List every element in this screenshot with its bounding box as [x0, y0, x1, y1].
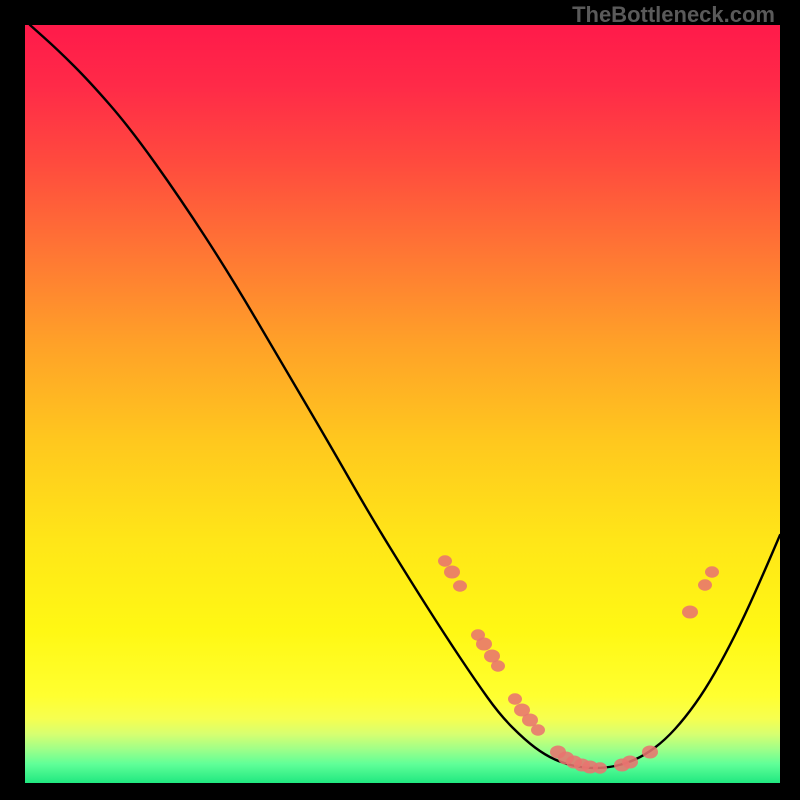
- curve-marker: [444, 565, 460, 578]
- bottleneck-curve: [30, 25, 780, 768]
- plot-area: [25, 25, 780, 783]
- curve-marker: [453, 580, 467, 591]
- curve-marker: [622, 755, 638, 768]
- marker-group: [438, 555, 719, 773]
- curve-marker: [476, 637, 492, 650]
- curve-marker: [508, 693, 522, 704]
- curve-marker: [438, 555, 452, 566]
- curve-marker: [531, 724, 545, 735]
- curve-marker: [491, 660, 505, 671]
- curve-marker: [698, 579, 712, 590]
- curve-marker: [593, 762, 607, 773]
- curve-marker: [642, 745, 658, 758]
- curve-marker: [705, 566, 719, 577]
- curve-marker: [682, 605, 698, 618]
- curve-layer: [25, 25, 780, 783]
- curve-marker: [522, 713, 538, 726]
- watermark-text: TheBottleneck.com: [572, 2, 775, 28]
